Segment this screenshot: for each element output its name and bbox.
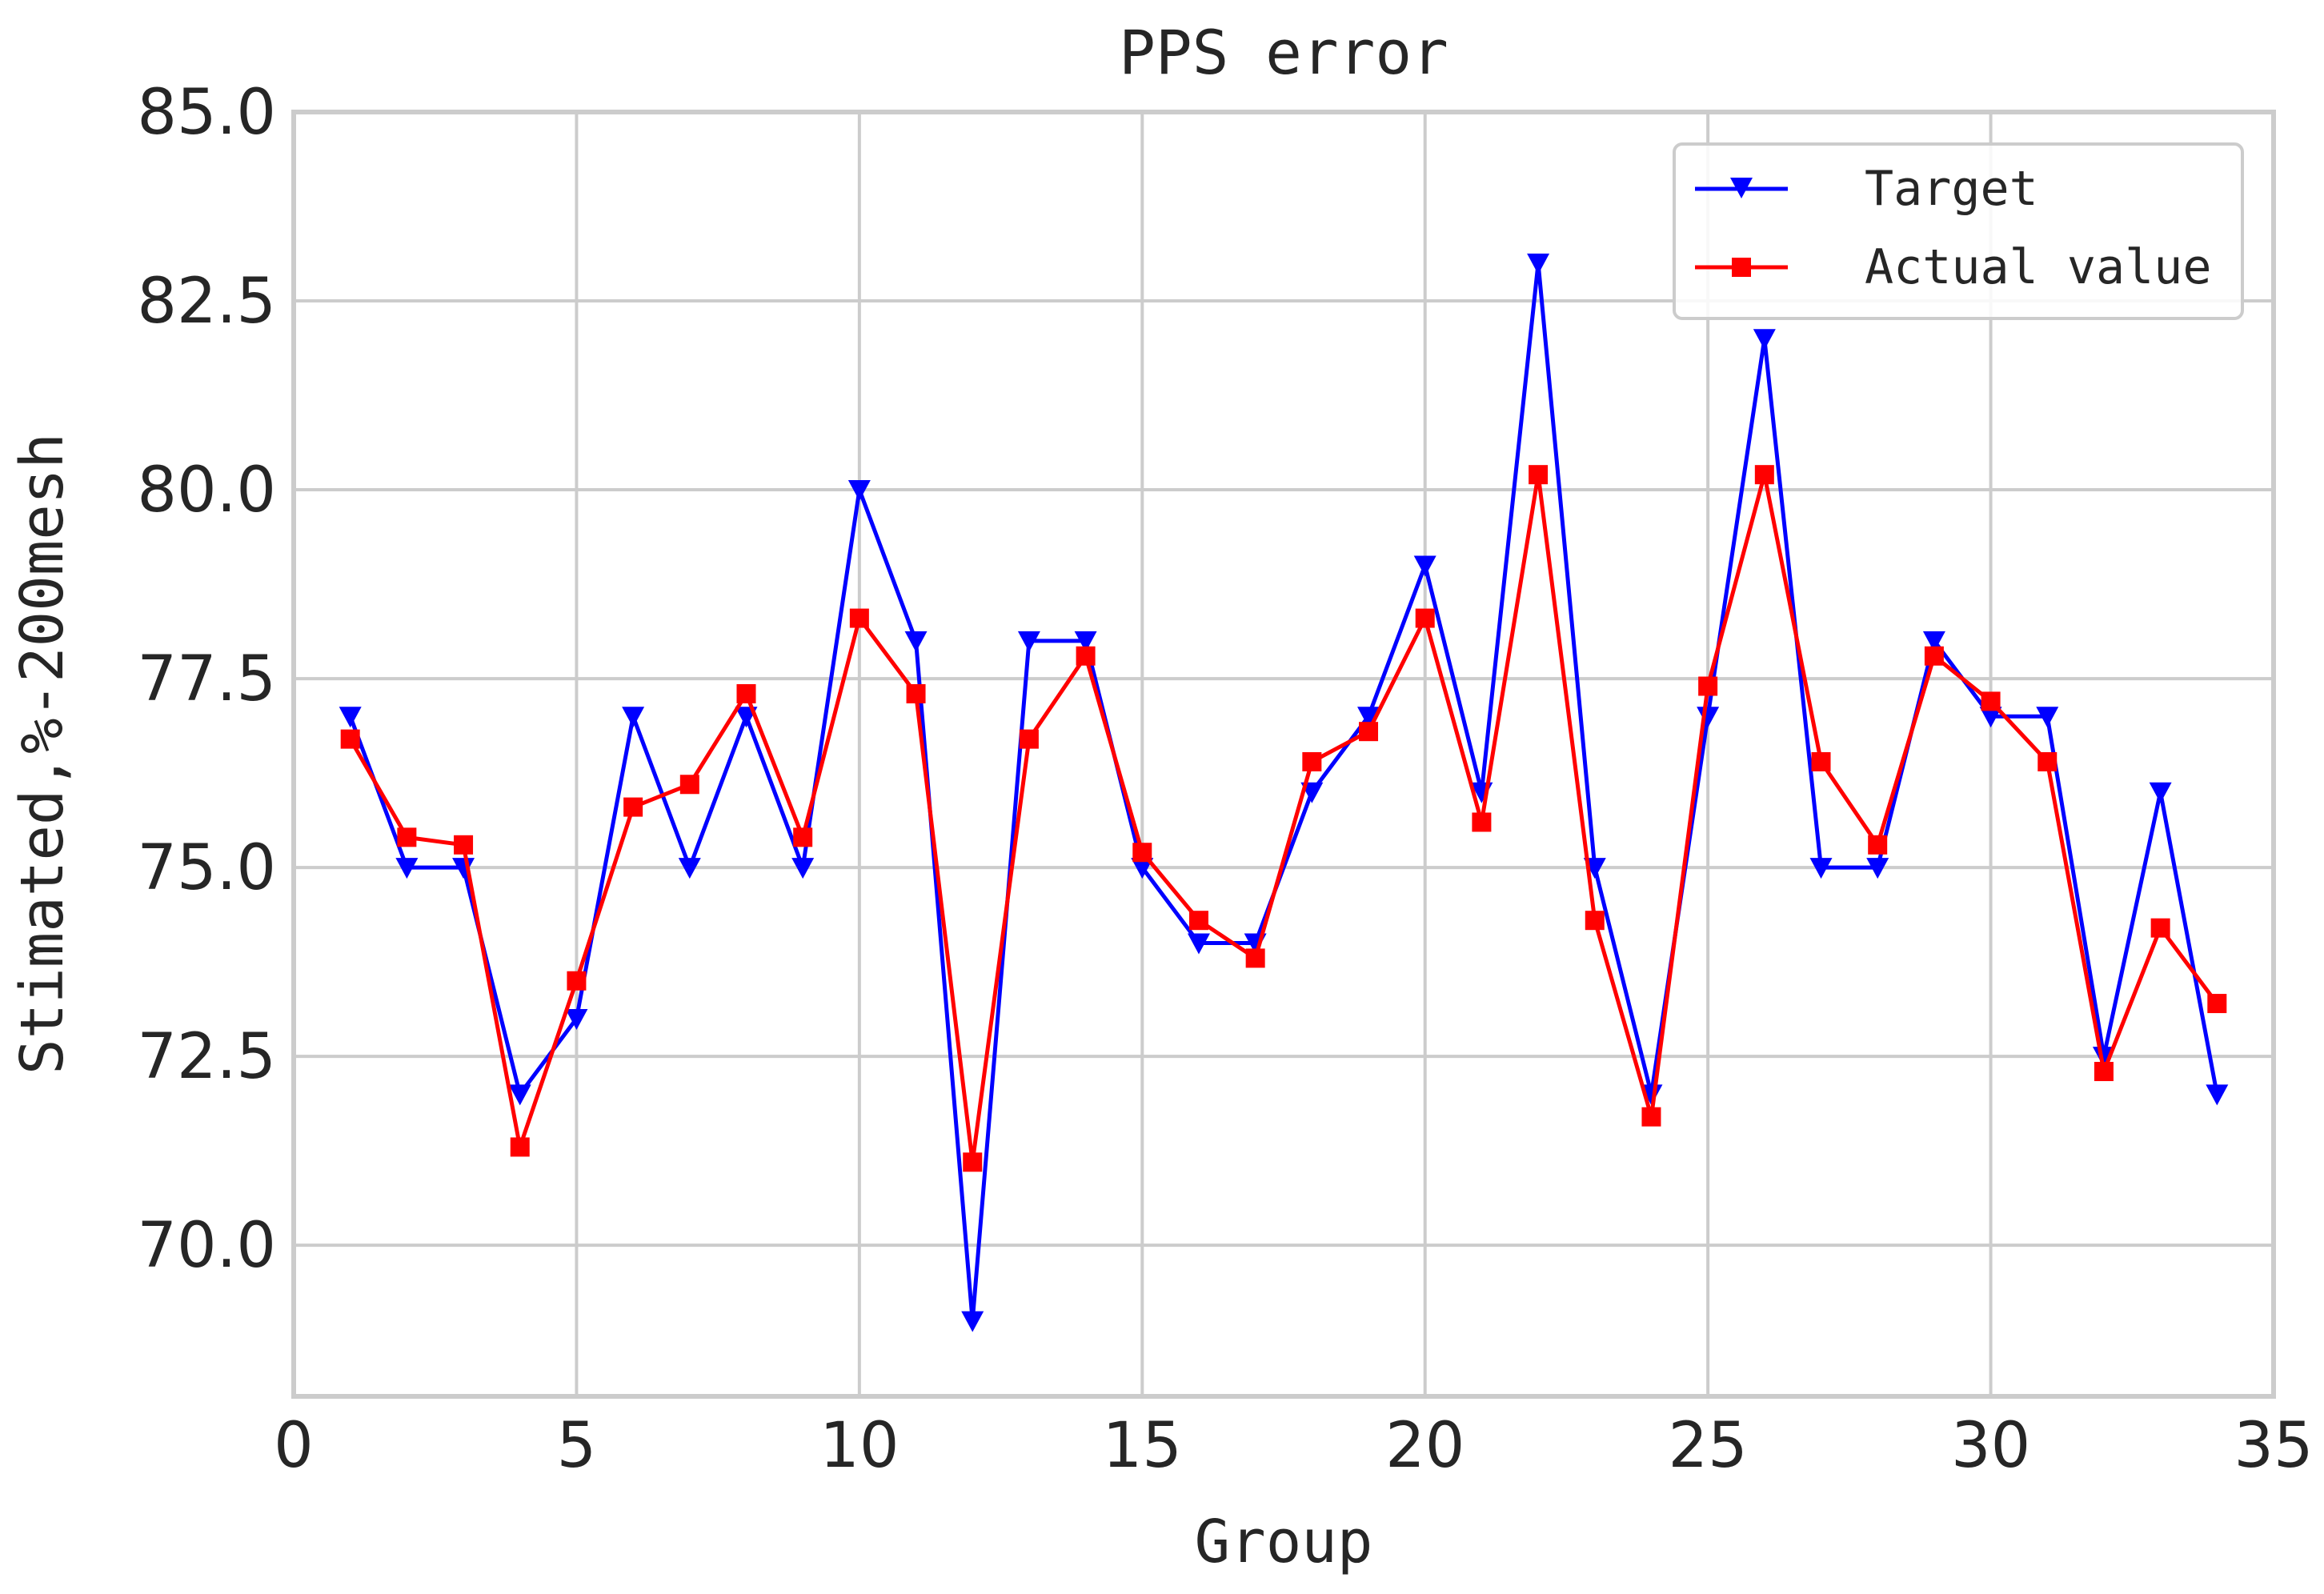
data-point xyxy=(1922,631,1945,652)
data-point xyxy=(1641,1107,1661,1127)
data-point xyxy=(1697,707,1720,728)
data-point xyxy=(1415,608,1435,628)
y-tick-label: 77.5 xyxy=(137,643,276,715)
legend-target-marker xyxy=(1730,178,1753,198)
data-point xyxy=(1131,858,1154,879)
data-point xyxy=(1017,631,1040,652)
data-point xyxy=(1132,843,1152,863)
legend-box xyxy=(1673,142,2244,320)
legend-actual-label: Actual value xyxy=(1865,239,2211,295)
y-tick-label: 72.5 xyxy=(137,1021,276,1093)
plot-area-frame xyxy=(291,110,2276,1399)
data-point xyxy=(793,827,813,847)
legend: Target Actual value xyxy=(1673,142,2244,320)
y-tick-label: 70.0 xyxy=(137,1210,276,1282)
data-point xyxy=(2206,1084,2229,1106)
data-point xyxy=(791,858,815,879)
data-point xyxy=(2150,918,2170,938)
data-point xyxy=(1753,329,1776,350)
data-point xyxy=(906,683,926,703)
data-point xyxy=(1302,751,1322,771)
data-point xyxy=(452,858,475,879)
data-point xyxy=(1245,948,1265,968)
data-point xyxy=(339,707,362,728)
data-point xyxy=(454,835,474,855)
data-point xyxy=(961,1311,984,1332)
data-point xyxy=(1811,751,1831,771)
data-point xyxy=(1472,812,1492,832)
data-point xyxy=(340,729,360,749)
data-point xyxy=(736,683,756,703)
data-point xyxy=(1868,835,1888,855)
y-axis-label: Stimated,%-200mesh xyxy=(8,433,77,1075)
y-tick-label: 75.0 xyxy=(137,832,276,904)
data-point xyxy=(395,858,419,879)
data-point xyxy=(397,827,417,847)
x-tick-label: 0 xyxy=(274,1410,314,1482)
legend-actual-marker xyxy=(1732,258,1751,277)
x-tick-label: 35 xyxy=(2234,1410,2313,1482)
tick-labels: 0 5 10 15 20 25 30 35 70.0 72.5 75.0 77.5 80.0 82.5 85… xyxy=(137,77,2313,1482)
data-point xyxy=(2207,994,2227,1014)
x-tick-label: 10 xyxy=(819,1410,899,1482)
data-point xyxy=(1585,911,1605,931)
data-point xyxy=(565,1008,588,1030)
x-tick-label: 5 xyxy=(557,1410,597,1482)
y-tick-label: 80.0 xyxy=(137,455,276,527)
data-point xyxy=(567,971,587,991)
data-point xyxy=(1359,722,1379,742)
data-point xyxy=(849,608,869,628)
data-point xyxy=(2094,1062,2114,1082)
data-point xyxy=(1979,707,2002,728)
data-point xyxy=(1754,465,1774,485)
series-actual-value xyxy=(340,465,2227,1172)
x-axis-label: Group xyxy=(1195,1508,1373,1576)
data-point xyxy=(904,631,928,652)
y-tick-label: 82.5 xyxy=(137,266,276,338)
data-point xyxy=(2038,751,2058,771)
data-point xyxy=(1529,465,1549,485)
data-point xyxy=(1809,858,1833,879)
data-point xyxy=(1188,911,1208,931)
data-point xyxy=(2149,782,2172,803)
data-point xyxy=(1019,729,1039,749)
data-point xyxy=(1698,676,1718,696)
data-point xyxy=(623,797,643,817)
x-tick-label: 20 xyxy=(1385,1410,1465,1482)
x-tick-label: 30 xyxy=(1951,1410,2030,1482)
data-point xyxy=(2036,707,2059,728)
series xyxy=(339,253,2229,1332)
data-point xyxy=(1924,646,1944,666)
data-point xyxy=(622,707,645,728)
chart-title: PPS error xyxy=(1119,17,1448,88)
data-point xyxy=(1357,707,1380,728)
data-point xyxy=(510,1137,530,1157)
data-point xyxy=(1074,631,1097,652)
data-point xyxy=(847,480,871,502)
series-line xyxy=(348,472,2219,1164)
legend-target-label: Target xyxy=(1865,161,2038,217)
data-point xyxy=(1187,933,1210,955)
data-point xyxy=(508,1084,531,1106)
data-point xyxy=(1413,555,1436,577)
data-point xyxy=(963,1152,983,1172)
data-point xyxy=(679,775,699,795)
data-point xyxy=(1076,646,1096,666)
y-tick-label: 85.0 xyxy=(137,77,276,149)
data-point xyxy=(1981,691,2001,711)
x-tick-label: 15 xyxy=(1103,1410,1182,1482)
data-point xyxy=(1866,858,1889,879)
data-point xyxy=(1527,253,1550,274)
x-tick-label: 25 xyxy=(1669,1410,1748,1482)
data-point xyxy=(678,858,701,879)
